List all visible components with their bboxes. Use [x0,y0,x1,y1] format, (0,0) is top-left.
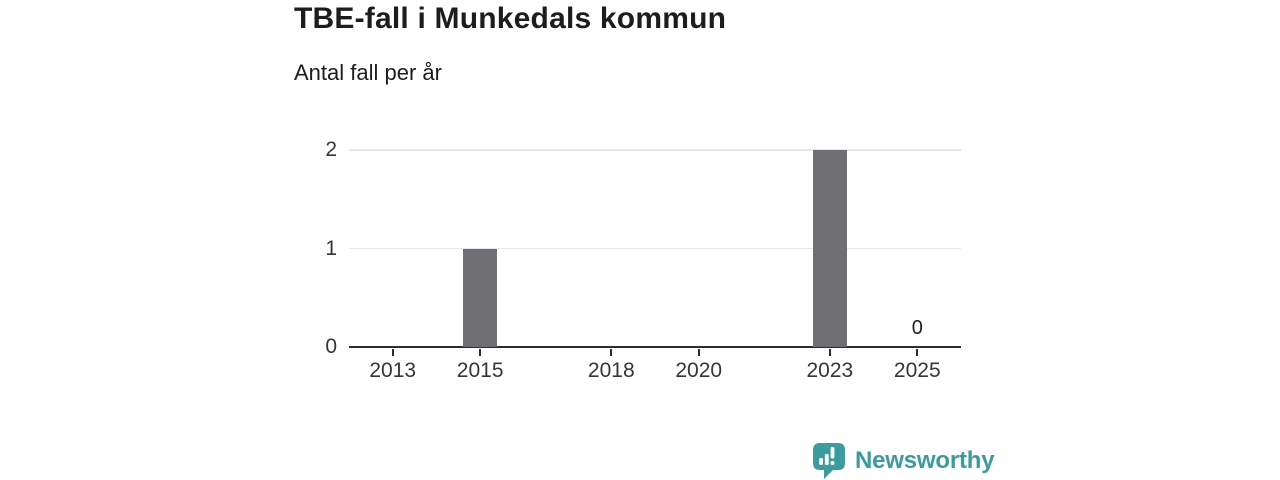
x-tick-label: 2018 [587,359,635,382]
bar [812,150,847,347]
x-tick [391,349,394,356]
brand-name: Newsworthy [855,447,995,474]
bar [463,248,498,347]
gridline [349,149,961,151]
x-tick-label: 2013 [369,359,417,382]
newsworthy-logo-icon [813,443,845,479]
y-tick-label: 1 [325,236,337,260]
x-tick [610,349,613,356]
y-tick-label: 0 [325,335,337,358]
bar-annotation: 0 [911,317,923,339]
x-tick-label: 2023 [806,359,854,382]
bar-chart-plot: 0 1 2 2013 2015 2018 2020 2023 2025 0 [325,138,961,382]
y-tick-label: 2 [325,138,337,161]
x-tick-label: 2015 [456,359,504,382]
chart-title: TBE-fall i Munkedals kommun [294,2,727,35]
x-tick [697,349,700,356]
x-tick [829,349,831,356]
x-tick-label: 2025 [893,359,941,382]
x-tick-label: 2020 [675,359,723,382]
chart-subtitle: Antal fall per år [294,60,442,85]
brand-footer: Newsworthy [812,442,995,480]
x-axis-line [349,345,961,349]
gridline [349,247,961,250]
x-tick [479,349,481,356]
x-tick [916,349,919,356]
